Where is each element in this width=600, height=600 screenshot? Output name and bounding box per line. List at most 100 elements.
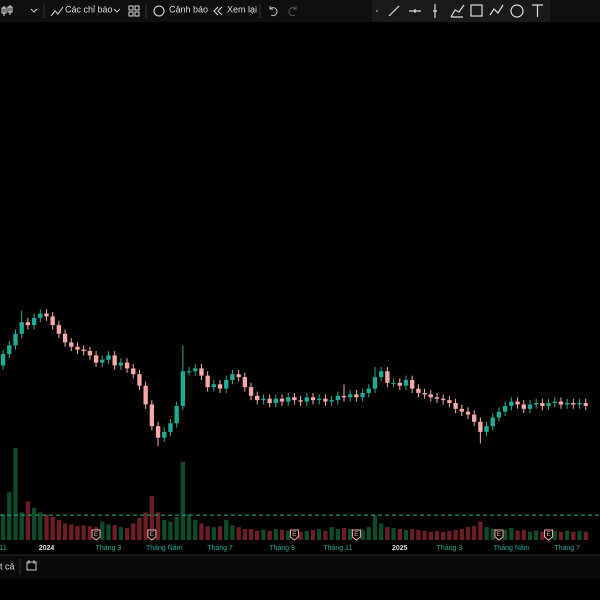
alerts-button[interactable]: Cảnh báo	[169, 4, 208, 14]
volume-bar	[81, 525, 86, 540]
candle-body	[211, 384, 217, 388]
x-tick-label: Tháng 7	[207, 545, 233, 552]
candle-body	[124, 362, 130, 369]
x-tick-label: Tháng Năm	[146, 545, 183, 552]
replay-button[interactable]: Xem lại	[227, 4, 257, 14]
volume-bar	[118, 527, 124, 540]
volume-bar	[527, 531, 533, 540]
horizontal-line-tool[interactable]	[409, 9, 421, 13]
candle-body	[329, 400, 334, 402]
earnings-marker	[544, 529, 554, 541]
alerts-icon[interactable]	[153, 5, 165, 17]
candle-body	[583, 403, 588, 406]
candle-body	[571, 403, 576, 405]
candle-body	[348, 394, 353, 398]
circle-tool[interactable]	[510, 4, 524, 18]
volume-bar	[217, 526, 223, 540]
earnings-marker	[494, 529, 504, 541]
volume-bar	[279, 529, 285, 540]
pitchfork-tool[interactable]	[450, 4, 465, 18]
chart-type-button[interactable]	[1, 5, 38, 16]
candle-body	[69, 342, 74, 347]
earnings-marker	[147, 529, 157, 541]
drag-handle	[376, 10, 378, 12]
x-tick-label: Tháng 3	[437, 545, 463, 552]
indicators-icon[interactable]	[50, 6, 64, 17]
volume-bar	[521, 529, 526, 540]
bottom-bar	[0, 555, 600, 579]
candle-body	[106, 355, 111, 360]
candle-body	[478, 421, 483, 432]
candle-body	[453, 403, 458, 409]
candle-body	[459, 408, 464, 412]
candle-body	[50, 316, 55, 326]
vertical-line-tool[interactable]	[433, 4, 437, 18]
undo-button[interactable]	[269, 6, 278, 17]
candle-body	[354, 394, 359, 398]
volume-bar	[261, 529, 266, 540]
volume-bar	[155, 512, 161, 540]
earnings-label: E	[292, 531, 297, 538]
layout-icon[interactable]	[128, 5, 140, 17]
volume-bar	[310, 529, 316, 540]
volume-bar	[403, 529, 409, 540]
candle-body	[515, 401, 520, 405]
volume-bar	[248, 528, 254, 540]
volume-bar	[0, 514, 6, 540]
date-range-button[interactable]	[26, 560, 37, 571]
candle-body	[87, 351, 93, 356]
volume-bar	[366, 527, 371, 540]
volume-bar	[211, 527, 217, 540]
candle-body	[310, 397, 316, 401]
volume-bar	[410, 528, 415, 540]
chevron	[30, 8, 38, 13]
candle-body	[502, 405, 508, 412]
range-button[interactable]: t cả	[0, 561, 15, 571]
volume-bar	[465, 527, 471, 540]
candle-body	[131, 368, 136, 375]
candle-body	[540, 403, 545, 406]
volume-bar	[13, 448, 18, 540]
earnings-label: E	[497, 531, 502, 538]
redo-button[interactable]	[288, 6, 297, 17]
volume-bar	[69, 524, 74, 540]
earnings-marker	[91, 529, 101, 541]
volume-bar	[515, 530, 520, 540]
candle-body	[143, 385, 148, 405]
candle-body	[403, 379, 409, 386]
x-tick-label: Tháng 9	[269, 545, 295, 552]
path-tool[interactable]	[489, 4, 504, 16]
rectangle-tool[interactable]	[470, 4, 483, 17]
volume-bar	[422, 530, 427, 540]
volume-bar	[100, 521, 105, 540]
trend-line-tool[interactable]	[388, 5, 400, 17]
candle-body	[25, 322, 31, 326]
text-tool[interactable]	[532, 4, 543, 17]
replay-icon[interactable]	[213, 6, 223, 16]
candle-body	[465, 411, 471, 415]
volume-bar	[19, 512, 24, 540]
volume-bar	[329, 527, 334, 540]
plot-area: E E E E E E 11 2024 Tháng 3 Tháng Năm Tháng 7 Tháng…	[0, 309, 600, 552]
candle-body	[509, 401, 514, 406]
volume-bar	[583, 531, 588, 540]
volume-bar	[447, 530, 452, 540]
indicators-button[interactable]: Các chỉ báo	[65, 4, 113, 14]
volume-bar	[472, 526, 477, 540]
x-tick-label: Tháng 11	[323, 545, 352, 552]
candle-body	[279, 398, 285, 402]
volume-bar	[558, 531, 564, 540]
volume-bar	[62, 523, 68, 540]
candle-body	[447, 400, 452, 404]
volume-bar	[323, 530, 328, 540]
candle-body	[422, 392, 427, 395]
volume-bar	[304, 530, 309, 540]
x-tick-label: 2025	[392, 545, 408, 552]
volume-bar	[298, 531, 303, 540]
volume-bar	[571, 531, 576, 540]
footer	[0, 580, 600, 600]
volume-bar	[335, 528, 340, 540]
volume-bar	[31, 507, 37, 540]
